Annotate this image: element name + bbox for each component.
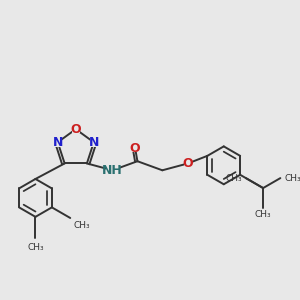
- FancyBboxPatch shape: [184, 159, 192, 168]
- Text: O: O: [70, 123, 81, 136]
- FancyBboxPatch shape: [90, 138, 98, 146]
- Text: CH₃: CH₃: [73, 221, 90, 230]
- Text: N: N: [52, 136, 63, 149]
- FancyBboxPatch shape: [54, 138, 62, 146]
- FancyBboxPatch shape: [106, 166, 119, 175]
- Text: CH₃: CH₃: [226, 174, 242, 183]
- Text: NH: NH: [102, 164, 123, 177]
- Text: CH₃: CH₃: [27, 243, 44, 252]
- Text: CH₃: CH₃: [255, 210, 272, 219]
- FancyBboxPatch shape: [131, 144, 139, 152]
- FancyBboxPatch shape: [72, 125, 80, 134]
- Text: O: O: [130, 142, 140, 155]
- Text: CH₃: CH₃: [284, 174, 300, 183]
- Text: O: O: [183, 157, 193, 170]
- Text: N: N: [88, 136, 99, 149]
